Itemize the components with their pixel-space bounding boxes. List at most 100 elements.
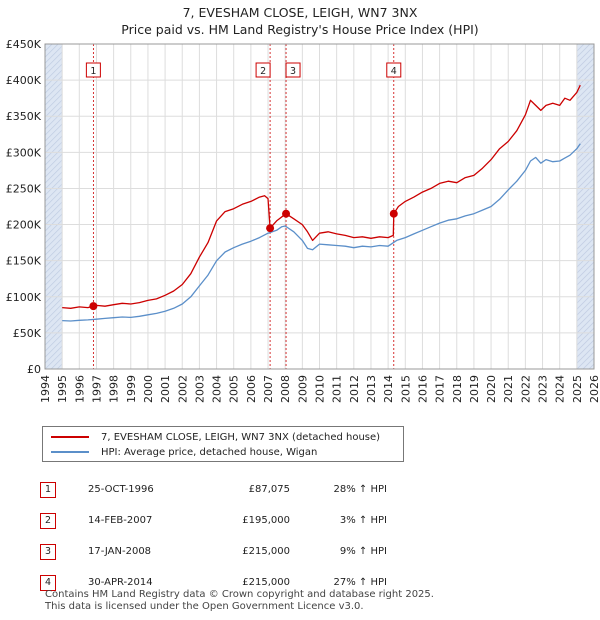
shade-hatch [45, 309, 63, 328]
x-tick-label: 2014 [382, 375, 395, 403]
shade-hatch [576, 267, 594, 286]
x-tick-label: 1997 [90, 375, 103, 403]
shade-hatch [576, 51, 594, 70]
x-tick-label: 2002 [176, 375, 189, 403]
shade-hatch [576, 81, 594, 100]
x-tick-label: 2005 [228, 375, 241, 403]
shade-hatch [45, 249, 63, 268]
chart-subtitle: Price paid vs. HM Land Registry's House … [121, 22, 479, 37]
shade-hatch [576, 231, 594, 250]
x-tick-label: 2006 [245, 375, 258, 403]
legend-swatch-property [51, 436, 89, 438]
x-tick-label: 2019 [468, 375, 481, 403]
shade-hatch [576, 249, 594, 268]
shade-hatch [588, 363, 594, 369]
shade-hatch [577, 10, 594, 27]
shade-hatch [576, 273, 594, 292]
sale-date: 30-APR-2014 [88, 577, 153, 588]
x-tick-label: 2018 [451, 375, 464, 403]
y-tick-label: £150K [6, 255, 42, 268]
sale-row: 4 30-APR-2014 £215,000 27% ↑ HPI [40, 567, 387, 598]
shade-hatch [45, 44, 47, 46]
shade-hatch [45, 219, 63, 238]
shade-hatch [50, 357, 63, 369]
shade-hatch [576, 285, 594, 304]
shade-hatch [45, 141, 63, 160]
sale-price: £215,000 [242, 577, 290, 588]
shade-hatch [576, 261, 594, 280]
shade-hatch [576, 225, 594, 244]
shade-hatch [45, 255, 63, 274]
x-tick-label: 2007 [262, 375, 275, 403]
shade-hatch [45, 189, 63, 208]
shade-hatch [576, 69, 594, 88]
shade-hatch [576, 315, 594, 334]
shade-hatch [576, 135, 594, 154]
sales-table: 1 25-OCT-1996 £87,075 28% ↑ HPI 2 14-FEB… [40, 474, 387, 598]
legend-swatch-hpi [51, 451, 89, 453]
x-tick-label: 2024 [554, 375, 567, 403]
footer-licence: This data is licensed under the Open Gov… [45, 601, 364, 612]
shade-hatch [45, 243, 63, 262]
shade-hatch [45, 237, 63, 256]
shade-hatch [45, 93, 63, 112]
x-tick-label: 2015 [399, 375, 412, 403]
sale-hpi-change: 27% ↑ HPI [333, 577, 387, 588]
shade-hatch [45, 351, 63, 369]
shade-hatch [576, 57, 594, 76]
shade-hatch [576, 189, 594, 208]
sale-price: £195,000 [242, 515, 290, 526]
sale-label-box [386, 62, 402, 78]
shade-hatch [576, 44, 579, 46]
sale-price: £87,075 [248, 484, 290, 495]
shade-hatch [45, 321, 63, 340]
y-tick-label: £50K [13, 327, 42, 340]
sale-date: 25-OCT-1996 [88, 484, 154, 495]
hpi-line [62, 143, 581, 322]
sale-label-text: 2 [260, 66, 266, 77]
price-chart: 1 2 3 4 £0 £50K £100K £150K £200K £250K £300K £350… [6, 4, 600, 403]
chart-title: 7, EVESHAM CLOSE, LEIGH, WN7 3NX [182, 5, 418, 20]
plot-frame [44, 43, 595, 370]
shade-hatch [576, 111, 594, 130]
shade-hatch [576, 213, 594, 232]
shade-hatch [576, 255, 594, 274]
shade-hatch [45, 123, 63, 142]
x-tick-label: 2017 [434, 375, 447, 403]
shade-hatch [45, 129, 63, 148]
sale-point [266, 224, 275, 233]
shade-hatch [576, 297, 594, 316]
shade-hatch [45, 45, 63, 64]
shade-hatch [45, 273, 63, 292]
shade-hatch [45, 105, 63, 124]
x-tick-label: 2011 [331, 375, 344, 403]
x-tick-label: 2016 [416, 375, 429, 403]
shade-hatch [45, 51, 63, 70]
shade-hatch [45, 183, 63, 202]
shade-hatch [577, 4, 594, 21]
sale-label-box [255, 62, 271, 78]
shade-hatch [576, 141, 594, 160]
shade-hatch [45, 44, 59, 58]
shade-hatch [576, 105, 594, 124]
shade-hatch [576, 345, 594, 364]
sale-hpi-change: 3% ↑ HPI [339, 515, 387, 526]
property-price-line [62, 84, 581, 309]
legend-label-hpi: HPI: Average price, detached house, Wiga… [101, 446, 318, 458]
sale-row: 3 17-JAN-2008 £215,000 9% ↑ HPI [40, 536, 387, 567]
shade-hatch [45, 147, 63, 166]
shade-hatch [576, 44, 585, 52]
sale-label-text: 1 [90, 66, 96, 77]
shade-hatch [576, 309, 594, 328]
y-tick-label: £350K [6, 110, 42, 123]
shade-hatch [576, 153, 594, 172]
y-tick-label: £200K [6, 219, 42, 232]
shade-hatch [45, 16, 62, 33]
shade-hatch [45, 225, 63, 244]
shade-hatch [45, 99, 63, 118]
y-tick-label: £0 [27, 363, 41, 376]
shade-hatch [45, 297, 63, 316]
sale-number-badge: 2 [40, 512, 56, 529]
shade-hatch [576, 207, 594, 226]
shade-hatch [576, 303, 594, 322]
